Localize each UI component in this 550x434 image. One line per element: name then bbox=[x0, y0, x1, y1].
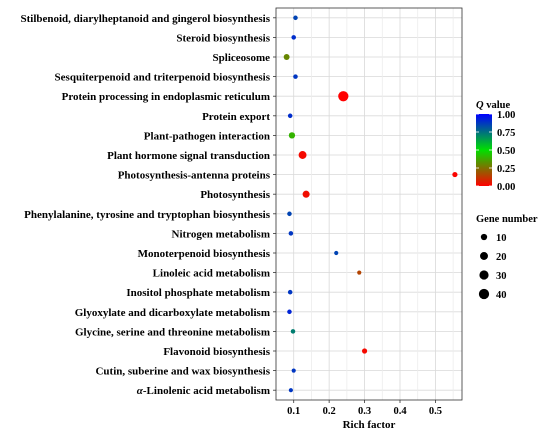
category-label: Spliceosome bbox=[213, 52, 271, 64]
data-point bbox=[288, 388, 293, 393]
data-points bbox=[283, 15, 458, 393]
q-value-legend: Q value 1.00 0.75 0.50 0.25 0.00 bbox=[476, 100, 515, 193]
q-value-label: 0.50 bbox=[497, 146, 515, 157]
gene-number-legend-items: 10 20 30 40 bbox=[478, 233, 507, 301]
q-value-label: 1.00 bbox=[497, 110, 515, 121]
gene-number-legend-dot bbox=[480, 252, 488, 260]
data-point bbox=[293, 15, 298, 21]
data-point bbox=[283, 54, 290, 60]
x-tick-label: 0.4 bbox=[393, 406, 407, 417]
gene-number-legend-dot bbox=[478, 288, 490, 300]
gene-number-legend-label: 30 bbox=[496, 271, 507, 282]
q-value-label: 0.75 bbox=[497, 128, 515, 139]
gene-number-legend-label: 20 bbox=[496, 252, 507, 263]
data-point bbox=[338, 91, 349, 102]
gene-number-legend-label: 40 bbox=[496, 290, 507, 301]
category-label: Glyoxylate and dicarboxylate metabolism bbox=[75, 307, 270, 319]
data-point bbox=[288, 231, 294, 236]
category-label: Photosynthesis-antenna proteins bbox=[118, 170, 271, 182]
category-labels: Stilbenoid, diarylheptanoid and gingerol… bbox=[20, 13, 276, 397]
category-label: Phenylalanine, tyrosine and tryptophan b… bbox=[24, 209, 271, 221]
x-axis-ticks: 0.1 0.2 0.3 0.4 0.5 bbox=[287, 400, 442, 417]
category-label: Plant hormone signal transduction bbox=[107, 150, 270, 162]
data-point bbox=[293, 74, 298, 79]
category-label: Protein export bbox=[202, 111, 270, 123]
category-label: Protein processing in endoplasmic reticu… bbox=[62, 91, 270, 103]
gene-number-legend-title: Gene number bbox=[476, 214, 538, 225]
q-value-colorbar bbox=[476, 114, 492, 186]
data-point bbox=[287, 211, 292, 217]
x-tick-label: 0.1 bbox=[287, 406, 300, 417]
data-point bbox=[290, 329, 296, 334]
q-value-label: 0.00 bbox=[497, 182, 515, 193]
data-point bbox=[302, 190, 310, 198]
q-value-legend-title: Q value bbox=[476, 100, 510, 111]
category-label: Plant-pathogen interaction bbox=[144, 130, 270, 142]
q-value-legend-labels: 1.00 0.75 0.50 0.25 0.00 bbox=[476, 110, 515, 193]
category-label: Inositol phosphate metabolism bbox=[126, 287, 270, 299]
gene-number-legend-label: 10 bbox=[496, 233, 507, 244]
plot-frame bbox=[275, 7, 463, 401]
x-tick-label: 0.5 bbox=[429, 406, 442, 417]
data-point bbox=[287, 309, 292, 315]
category-label: Glycine, serine and threonine metabolism bbox=[75, 326, 270, 338]
data-point bbox=[288, 132, 296, 139]
data-point bbox=[361, 348, 368, 354]
q-value-label: 0.25 bbox=[497, 164, 515, 175]
gene-number-legend-dot bbox=[479, 270, 489, 280]
x-tick-label: 0.2 bbox=[323, 406, 336, 417]
gene-number-legend-dot bbox=[480, 233, 488, 241]
category-label: Cutin, suberine and wax biosynthesis bbox=[95, 366, 270, 378]
data-point bbox=[291, 35, 296, 40]
x-axis-title: Rich factor bbox=[343, 419, 396, 431]
data-point bbox=[357, 270, 362, 275]
category-label: Photosynthesis bbox=[200, 189, 270, 201]
plot-grid bbox=[275, 8, 462, 400]
x-tick-label: 0.3 bbox=[358, 406, 371, 417]
category-label: Sesquiterpenoid and triterpenoid biosynt… bbox=[55, 72, 271, 84]
data-point bbox=[287, 289, 293, 295]
category-label: Flavonoid biosynthesis bbox=[163, 346, 270, 358]
category-label: Steroid biosynthesis bbox=[176, 32, 270, 44]
category-label: Linoleic acid metabolism bbox=[153, 268, 270, 280]
gene-number-legend: Gene number 10 20 30 40 bbox=[476, 214, 538, 301]
category-label: α-Linolenic acid metabolism bbox=[137, 385, 270, 397]
data-point bbox=[287, 113, 293, 119]
data-point bbox=[334, 250, 339, 256]
category-label: Stilbenoid, diarylheptanoid and gingerol… bbox=[20, 13, 270, 25]
category-label: Nitrogen metabolism bbox=[172, 228, 270, 240]
category-label: Monoterpenoid biosynthesis bbox=[138, 248, 271, 260]
data-point bbox=[291, 368, 296, 373]
data-point bbox=[452, 172, 458, 178]
data-point bbox=[298, 151, 307, 159]
